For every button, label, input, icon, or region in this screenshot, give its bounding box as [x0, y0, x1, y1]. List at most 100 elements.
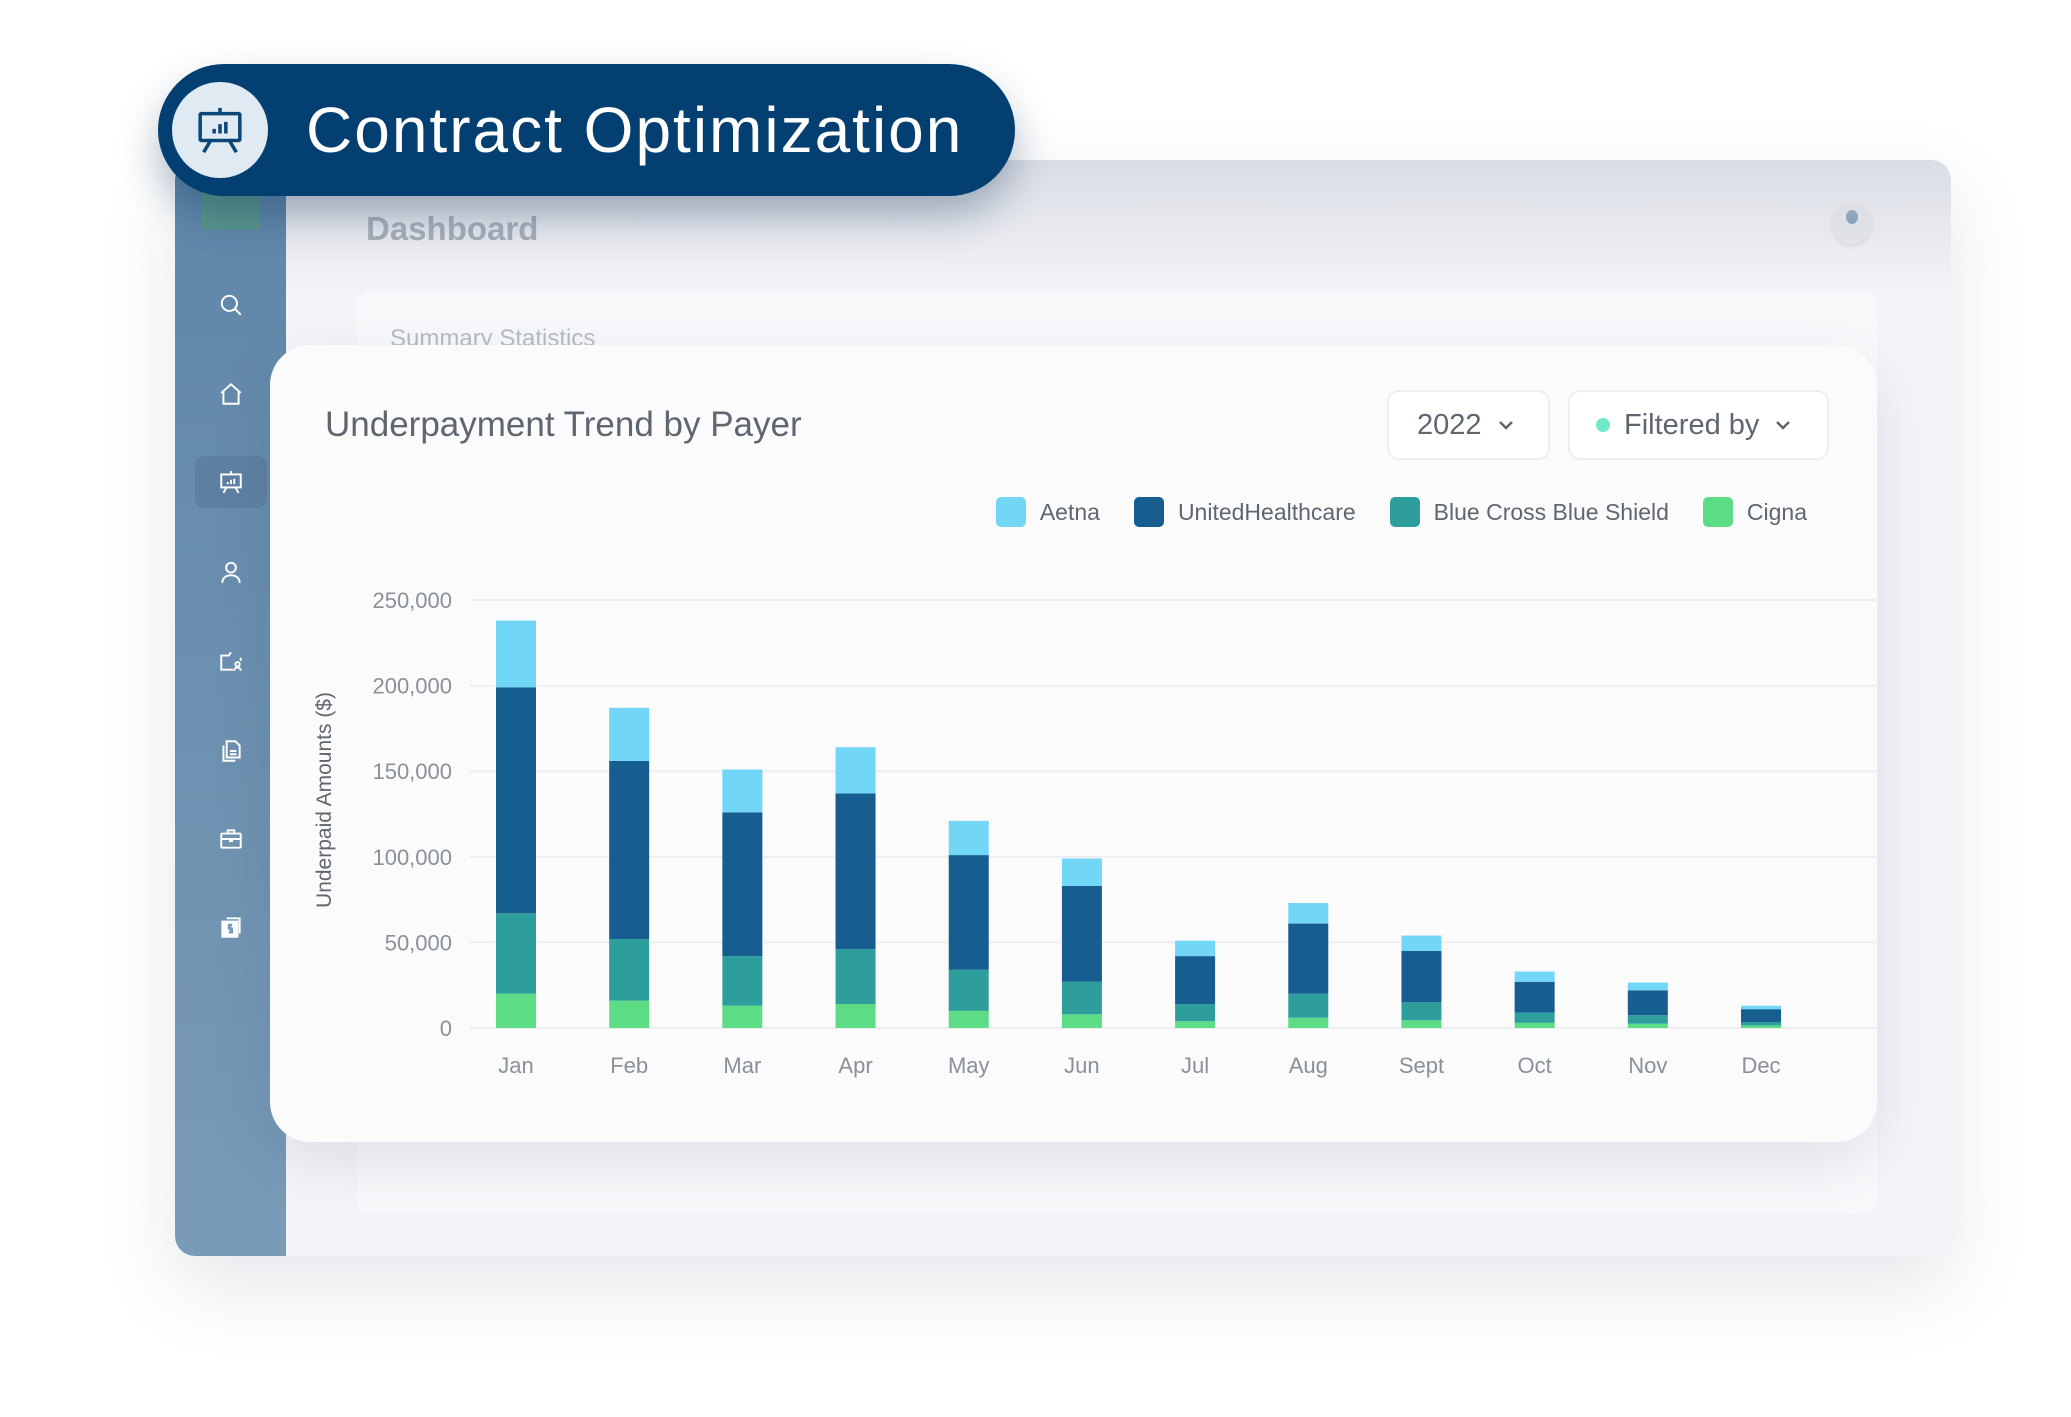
search-icon: [220, 294, 242, 316]
bar-segment-aetna: [1401, 935, 1442, 951]
x-tick-label: Apr: [838, 1053, 872, 1078]
bar-segment-aetna: [1741, 1005, 1781, 1010]
bar-segment-aetna: [1627, 982, 1668, 991]
banner-icon-badge: [172, 82, 268, 178]
bar-segment-unitedhealthcare: [1627, 990, 1668, 1016]
y-axis-label: Underpaid Amounts ($): [313, 692, 336, 908]
bar-segment-aetna: [722, 769, 763, 813]
documents-icon: [222, 740, 241, 762]
y-tick-label: 250,000: [372, 588, 452, 613]
home-icon: [220, 382, 242, 405]
bar-segment-cigna: [1288, 1017, 1329, 1028]
bar-segment-blue-cross-blue-shield: [1061, 981, 1102, 1015]
sidebar-documents[interactable]: [205, 725, 257, 777]
bar-segment-blue-cross-blue-shield: [609, 938, 650, 1001]
sidebar-home[interactable]: [205, 368, 257, 420]
y-tick-label: 50,000: [385, 930, 452, 955]
bar-segment-unitedhealthcare: [496, 687, 536, 914]
legend-item-bcbs[interactable]: Blue Cross Blue Shield: [1389, 497, 1669, 527]
sidebar-folder-users[interactable]: [205, 635, 257, 687]
chevron-down-icon: [1498, 420, 1514, 430]
bar-segment-aetna: [1514, 971, 1555, 982]
y-tick-label: 200,000: [372, 674, 452, 699]
sidebar-billing[interactable]: [205, 901, 257, 953]
sidebar-search[interactable]: [205, 279, 257, 331]
filter-select-label: Filtered by: [1624, 408, 1760, 441]
bar-segment-aetna: [1061, 858, 1102, 886]
chart-title: Underpayment Trend by Payer: [325, 405, 802, 444]
banner-title: Contract Optimization: [306, 94, 964, 166]
sidebar-users[interactable]: [205, 546, 257, 598]
bar-segment-blue-cross-blue-shield: [1514, 1012, 1555, 1023]
x-tick-label: Sept: [1399, 1053, 1444, 1078]
bar-segment-unitedhealthcare: [1061, 885, 1102, 982]
bar-segment-blue-cross-blue-shield: [1627, 1015, 1668, 1024]
presentation-chart-icon: [220, 471, 242, 494]
bar-segment-blue-cross-blue-shield: [948, 969, 989, 1011]
bar-segment-unitedhealthcare: [722, 812, 763, 957]
y-tick-label: 0: [440, 1016, 452, 1041]
user-icon: [221, 561, 241, 583]
legend-swatch: [1702, 497, 1733, 527]
x-tick-label: Jan: [498, 1053, 533, 1078]
bar-segment-blue-cross-blue-shield: [496, 913, 536, 994]
bar-segment-cigna: [1401, 1020, 1442, 1028]
bar-segment-unitedhealthcare: [609, 760, 650, 939]
x-tick-label: Oct: [1518, 1053, 1552, 1078]
bar-segment-aetna: [835, 747, 876, 794]
legend-item-cigna[interactable]: Cigna: [1702, 497, 1807, 527]
legend-label: Cigna: [1746, 498, 1807, 525]
chart-legend: Aetna UnitedHealthcare Blue Cross Blue S…: [995, 497, 1807, 527]
x-tick-label: Jul: [1181, 1053, 1209, 1078]
sidebar-briefcase[interactable]: [205, 813, 257, 865]
bar-segment-blue-cross-blue-shield: [835, 949, 876, 1005]
bar-segment-cigna: [835, 1004, 876, 1028]
bar-segment-cigna: [1627, 1023, 1668, 1028]
x-tick-label: Aug: [1289, 1053, 1328, 1078]
bar-segment-blue-cross-blue-shield: [722, 956, 763, 1006]
briefcase-icon: [220, 829, 242, 849]
bar-segment-unitedhealthcare: [1175, 956, 1216, 1005]
status-dot-icon: [1596, 418, 1610, 432]
x-tick-label: Jun: [1064, 1053, 1099, 1078]
bar-segment-aetna: [948, 820, 989, 856]
bar-segment-unitedhealthcare: [1288, 923, 1329, 994]
sidebar: [175, 160, 286, 1256]
bar-segment-cigna: [1741, 1025, 1781, 1028]
legend-label: Blue Cross Blue Shield: [1433, 498, 1669, 525]
bar-segment-aetna: [1175, 940, 1216, 957]
billing-dollar-icon: [221, 917, 241, 938]
bar-segment-cigna: [496, 993, 536, 1028]
bar-segment-aetna: [609, 707, 650, 761]
bar-segment-blue-cross-blue-shield: [1288, 993, 1329, 1018]
x-tick-label: Nov: [1628, 1053, 1667, 1078]
filter-select[interactable]: Filtered by: [1568, 390, 1829, 460]
year-select-value: 2022: [1417, 408, 1482, 441]
bar-segment-blue-cross-blue-shield: [1175, 1004, 1216, 1022]
bar-segment-blue-cross-blue-shield: [1741, 1022, 1781, 1026]
legend-item-unitedhealthcare[interactable]: UnitedHealthcare: [1133, 497, 1356, 527]
year-select[interactable]: 2022: [1387, 390, 1550, 460]
y-tick-label: 100,000: [372, 845, 452, 870]
sidebar-contract-optimization[interactable]: [195, 456, 267, 508]
feature-banner: Contract Optimization: [158, 64, 1015, 196]
legend-swatch: [1133, 497, 1164, 527]
bar-segment-unitedhealthcare: [1401, 950, 1442, 1003]
x-tick-label: Mar: [723, 1053, 761, 1078]
x-tick-label: Feb: [610, 1053, 648, 1078]
folder-user-icon: [220, 651, 242, 671]
bar-segment-cigna: [609, 1000, 650, 1028]
bar-segment-cigna: [948, 1010, 989, 1028]
bar-segment-cigna: [1514, 1022, 1555, 1028]
bar-segment-aetna: [496, 620, 536, 688]
bar-segment-blue-cross-blue-shield: [1401, 1002, 1442, 1021]
bar-segment-aetna: [1288, 903, 1329, 924]
legend-item-aetna[interactable]: Aetna: [995, 497, 1100, 527]
bar-segment-cigna: [722, 1005, 763, 1028]
bar-segment-unitedhealthcare: [1514, 981, 1555, 1013]
bar-segment-cigna: [1061, 1014, 1102, 1028]
y-tick-label: 150,000: [372, 759, 452, 784]
legend-label: Aetna: [1039, 498, 1100, 525]
legend-swatch: [1389, 497, 1420, 527]
